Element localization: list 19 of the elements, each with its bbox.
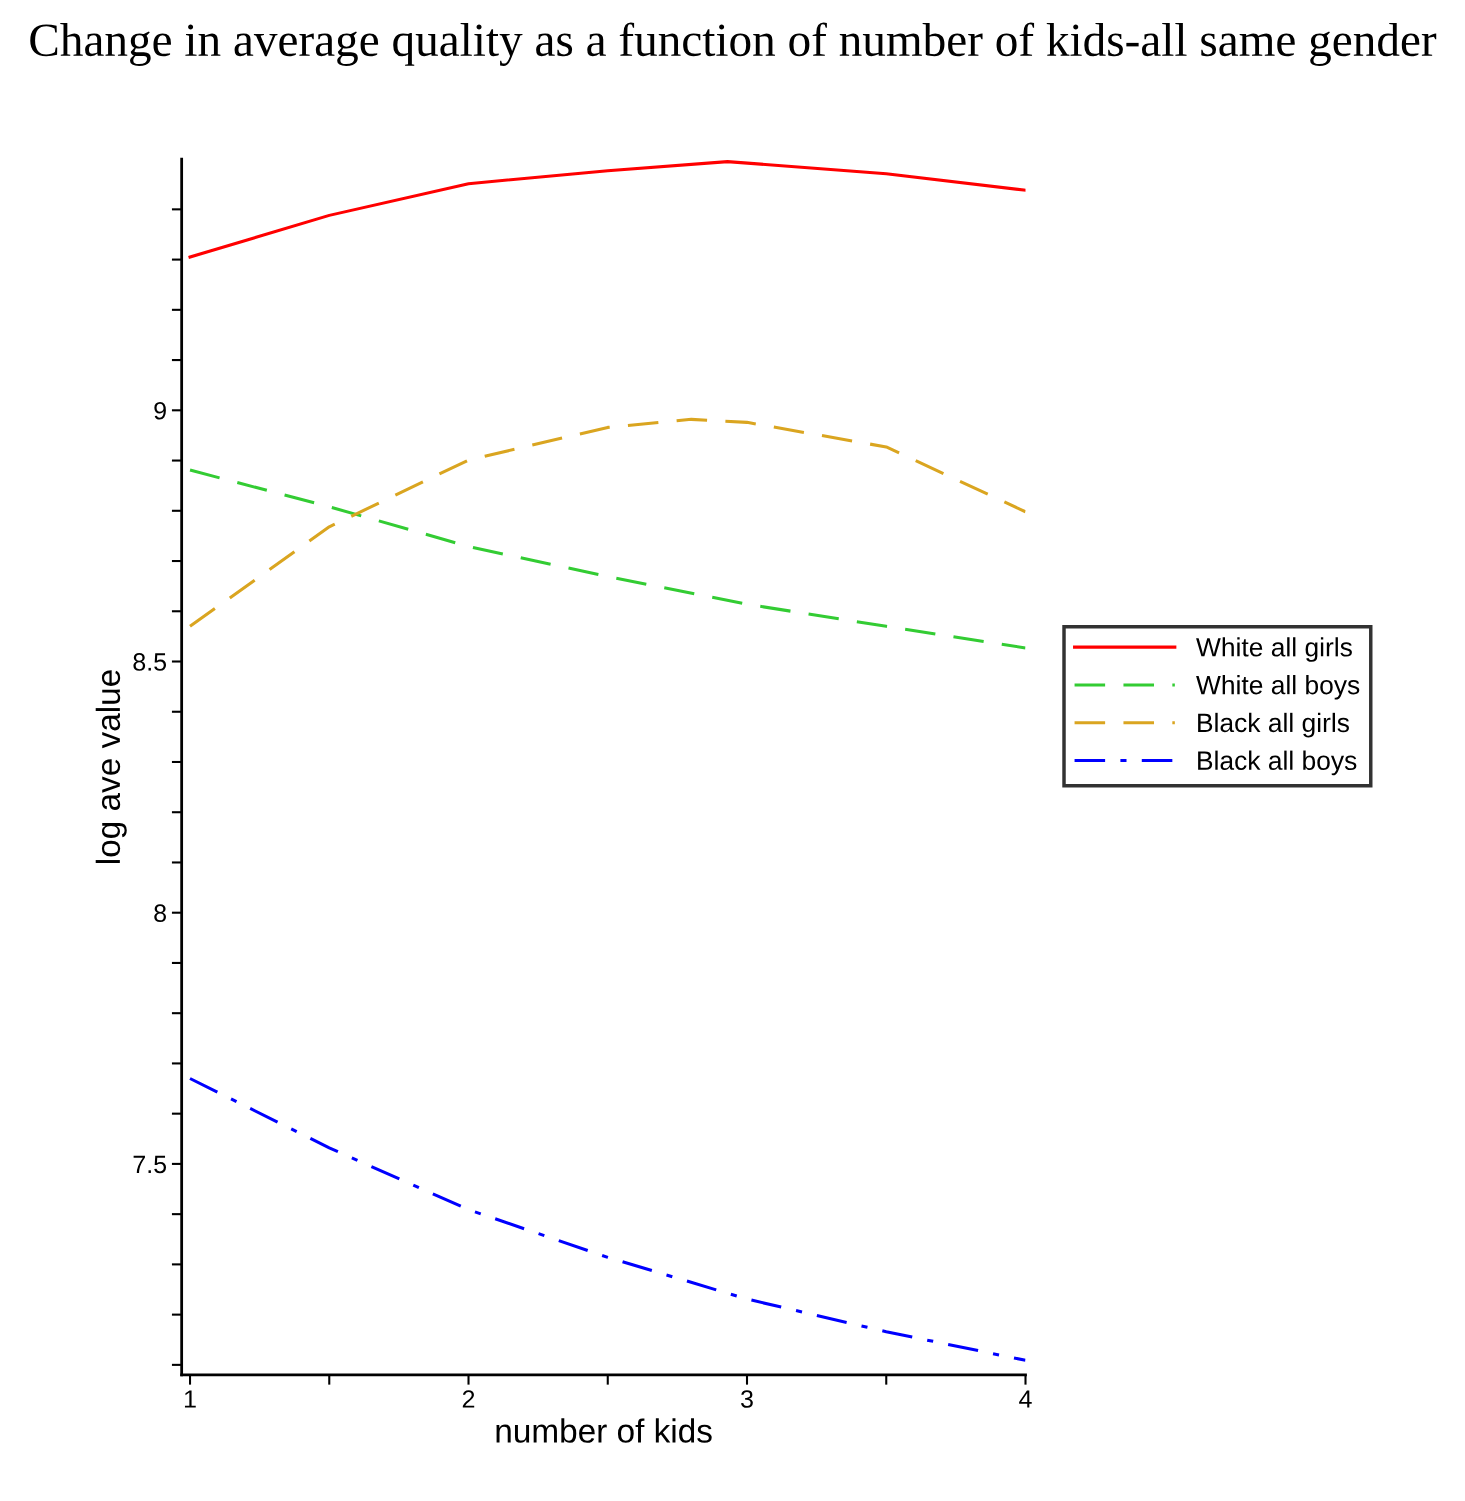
y-axis-title: log ave value	[95, 670, 127, 863]
y-tick-label: 8	[154, 904, 166, 923]
line-series	[188, 1076, 1026, 1362]
x-tick-label: 2	[462, 1390, 475, 1408]
y-tick-label: 7.5	[133, 1155, 167, 1174]
x-tick-label: 3	[741, 1390, 753, 1408]
x-tick-label: 4	[1019, 1390, 1032, 1408]
chart-title: Change in average quality as a function of number of kids-all same gender	[30, 22, 1437, 66]
legend-label: White all boys	[1196, 675, 1360, 700]
legend-label: White all girls	[1196, 637, 1352, 662]
line-series	[188, 417, 1026, 628]
y-tick-label: 9	[154, 401, 166, 420]
legend-label: Black all girls	[1198, 712, 1349, 738]
y-tick-label: 8.5	[133, 653, 167, 671]
x-tick-label: 1	[184, 1390, 196, 1408]
x-axis-title: number of kids	[496, 1418, 712, 1443]
line-series	[188, 468, 1026, 650]
line-series	[188, 160, 1026, 259]
legend-label: Black all boys	[1198, 750, 1357, 776]
